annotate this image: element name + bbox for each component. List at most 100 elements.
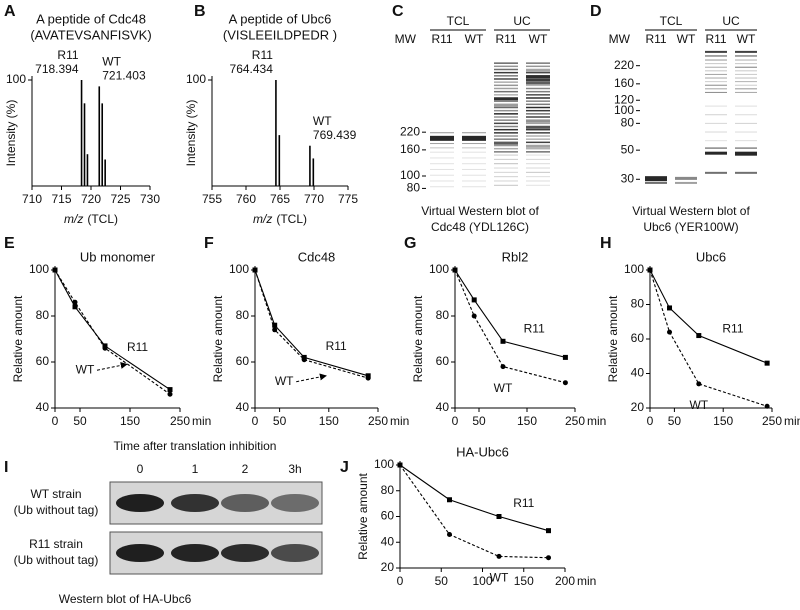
x-axis-label-unit: (TCL) bbox=[87, 212, 118, 226]
x-tick-label: 715 bbox=[51, 192, 71, 206]
peak-name: WT bbox=[313, 114, 332, 128]
band bbox=[494, 151, 518, 153]
blot-band bbox=[271, 544, 319, 562]
band bbox=[705, 70, 727, 72]
panel-letter: F bbox=[204, 235, 214, 252]
mw-label: MW bbox=[609, 32, 631, 46]
band bbox=[735, 140, 757, 142]
x-tick-label: 250 bbox=[368, 414, 388, 428]
mw-tick-label: 220 bbox=[614, 58, 634, 72]
point bbox=[562, 354, 568, 360]
point bbox=[764, 360, 770, 366]
band bbox=[494, 154, 518, 156]
label-arrow bbox=[96, 362, 128, 371]
band bbox=[462, 147, 486, 149]
point bbox=[696, 381, 702, 387]
band bbox=[494, 106, 518, 109]
x-tick-label: 765 bbox=[270, 192, 290, 206]
point bbox=[102, 345, 108, 351]
lane-label: 2 bbox=[242, 462, 249, 476]
band bbox=[494, 113, 518, 115]
series-label: R11 bbox=[326, 339, 347, 353]
y-tick-label: 80 bbox=[631, 297, 645, 311]
y-tick-label: 100 bbox=[429, 262, 449, 276]
chart-title: Ub monomer bbox=[80, 249, 156, 264]
band bbox=[526, 147, 550, 150]
band bbox=[526, 116, 550, 118]
chart-title: A peptide of Cdc48 bbox=[36, 11, 146, 26]
point bbox=[500, 364, 506, 370]
series-label: WT bbox=[275, 374, 294, 388]
y-tick-label: 80 bbox=[236, 308, 250, 322]
mw-tick-label: 30 bbox=[621, 171, 635, 185]
band bbox=[430, 186, 454, 188]
y-tick-label: 60 bbox=[236, 354, 250, 368]
band bbox=[526, 138, 550, 140]
y-tick-label: 60 bbox=[36, 354, 50, 368]
peak-mass: 764.434 bbox=[230, 62, 274, 76]
y-tick-label: 40 bbox=[36, 400, 50, 414]
band bbox=[430, 132, 454, 134]
band bbox=[735, 59, 757, 61]
mw-tick-label: 120 bbox=[614, 92, 634, 106]
point bbox=[72, 304, 78, 310]
y-tick-label: 100 bbox=[6, 72, 26, 86]
x-axis-label-var: m/z bbox=[253, 212, 272, 226]
x-unit: min bbox=[390, 414, 409, 428]
band bbox=[735, 131, 757, 133]
band bbox=[735, 73, 757, 75]
band bbox=[526, 81, 550, 85]
band bbox=[675, 181, 697, 184]
blot-band bbox=[171, 544, 219, 562]
series-label: WT bbox=[76, 362, 95, 376]
band bbox=[705, 59, 727, 61]
band bbox=[526, 158, 550, 160]
band bbox=[735, 50, 757, 53]
lane-label: R11 bbox=[431, 32, 452, 46]
band bbox=[430, 135, 454, 141]
lane-label: 3h bbox=[288, 462, 301, 476]
caption: Virtual Western blot of bbox=[632, 204, 750, 218]
peak-mass: 718.394 bbox=[35, 62, 79, 76]
series-label: R11 bbox=[127, 340, 148, 354]
band bbox=[705, 131, 727, 133]
band bbox=[494, 109, 518, 112]
y-tick-label: 40 bbox=[381, 534, 395, 548]
band bbox=[430, 168, 454, 170]
mw-label: MW bbox=[395, 32, 417, 46]
band bbox=[494, 71, 518, 74]
group-label: TCL bbox=[660, 14, 683, 28]
band bbox=[705, 84, 727, 86]
x-tick-label: 0 bbox=[252, 414, 259, 428]
y-tick-label: 80 bbox=[436, 308, 450, 322]
band bbox=[494, 75, 518, 77]
band bbox=[494, 84, 518, 87]
series-label: R11 bbox=[524, 322, 545, 336]
band bbox=[705, 91, 727, 93]
y-axis-label: Intensity (%) bbox=[4, 100, 18, 167]
label-arrow bbox=[296, 373, 327, 383]
y-axis-label: Relative amount bbox=[356, 472, 370, 559]
y-tick-label: 60 bbox=[631, 331, 645, 345]
band bbox=[526, 87, 550, 90]
series-line bbox=[649, 269, 768, 364]
point bbox=[647, 267, 653, 273]
band bbox=[494, 141, 518, 145]
mw-tick-label: 160 bbox=[614, 76, 634, 90]
point bbox=[301, 357, 307, 363]
band bbox=[526, 100, 550, 102]
panel-letter: A bbox=[4, 3, 16, 20]
chart-title: A peptide of Ubc6 bbox=[229, 11, 332, 26]
y-tick-label: 40 bbox=[436, 400, 450, 414]
band bbox=[494, 184, 518, 186]
band bbox=[494, 100, 518, 102]
band bbox=[430, 147, 454, 149]
band bbox=[430, 143, 454, 145]
band bbox=[705, 122, 727, 124]
panel-letter: H bbox=[600, 235, 612, 252]
x-axis-label-unit: (TCL) bbox=[276, 212, 307, 226]
series-label: WT bbox=[689, 398, 708, 412]
point bbox=[471, 297, 477, 303]
band bbox=[494, 138, 518, 140]
band bbox=[705, 50, 727, 53]
